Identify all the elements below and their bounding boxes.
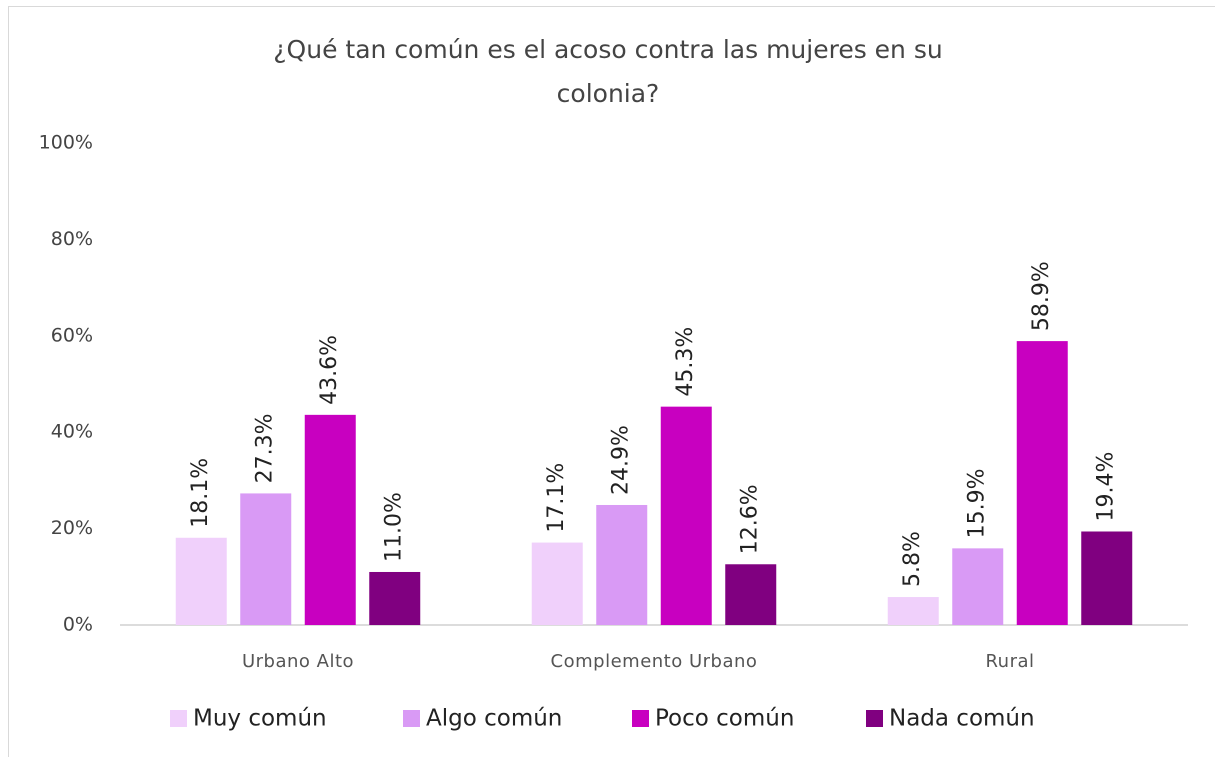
bar	[887, 597, 939, 625]
data-label: 5.8%	[900, 531, 925, 587]
data-label: 24.9%	[609, 425, 634, 495]
bar	[369, 571, 421, 625]
bar	[596, 504, 648, 625]
legend-label: Nada común	[889, 706, 1035, 732]
data-label: 43.6%	[317, 335, 342, 405]
bar	[1016, 341, 1068, 625]
legend-label: Poco común	[655, 706, 794, 732]
bar	[240, 493, 292, 625]
x-tick-label: Urbano Alto	[242, 651, 354, 672]
data-label: 15.9%	[965, 468, 990, 538]
chart-frame	[8, 6, 1215, 757]
bar	[725, 564, 777, 625]
bar	[175, 537, 227, 625]
bar	[660, 406, 712, 625]
y-tick-label: 20%	[51, 517, 93, 539]
x-tick-label: Complemento Urbano	[551, 651, 758, 672]
y-tick-label: 80%	[51, 228, 93, 250]
y-tick-label: 40%	[51, 421, 93, 443]
data-label: 27.3%	[253, 414, 278, 484]
data-label: 12.6%	[738, 484, 763, 554]
y-tick-label: 100%	[39, 132, 93, 154]
legend-swatch	[403, 710, 420, 727]
data-label: 19.4%	[1094, 452, 1119, 522]
legend-swatch	[866, 710, 883, 727]
y-tick-label: 60%	[51, 324, 93, 346]
y-tick-label: 0%	[63, 614, 93, 636]
bar	[1081, 531, 1133, 625]
data-label: 11.0%	[382, 492, 407, 562]
chart-title: ¿Qué tan común es el acoso contra las mu…	[273, 35, 943, 108]
data-label: 18.1%	[188, 458, 213, 528]
legend-swatch	[632, 710, 649, 727]
bar	[531, 542, 583, 625]
data-label: 58.9%	[1029, 261, 1054, 331]
data-label: 45.3%	[673, 327, 698, 397]
bar	[304, 414, 356, 625]
bar	[952, 548, 1004, 625]
data-label: 17.1%	[544, 463, 569, 533]
legend-label: Algo común	[426, 706, 562, 732]
legend-label: Muy común	[193, 706, 327, 732]
legend-swatch	[170, 710, 187, 727]
x-tick-label: Rural	[985, 651, 1034, 672]
